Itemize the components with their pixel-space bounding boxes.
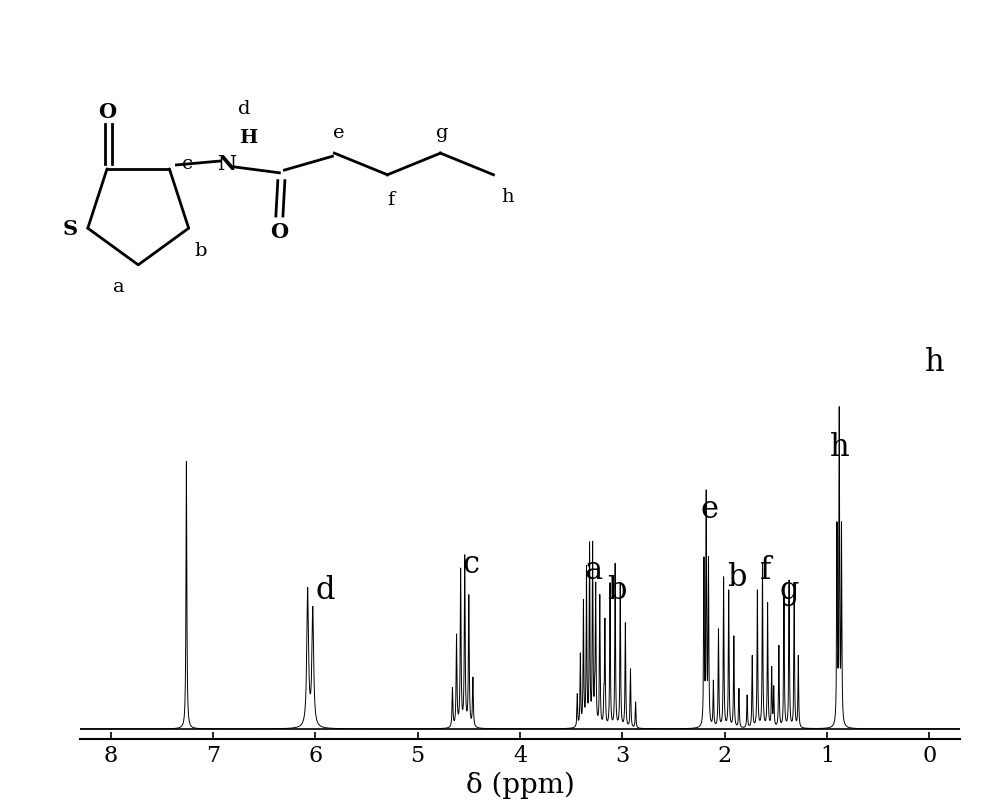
Text: c: c — [182, 155, 193, 173]
Text: S: S — [63, 219, 78, 238]
Text: e: e — [333, 124, 344, 141]
Text: g: g — [779, 574, 799, 605]
Text: h: h — [501, 188, 514, 206]
Text: a: a — [113, 278, 124, 296]
Text: a: a — [585, 555, 603, 585]
Text: d: d — [238, 100, 250, 118]
Text: h: h — [925, 346, 945, 377]
Text: e: e — [700, 493, 718, 524]
Text: g: g — [436, 124, 449, 141]
Text: d: d — [316, 574, 335, 605]
X-axis label: δ (ppm): δ (ppm) — [466, 771, 574, 798]
Text: N: N — [217, 154, 236, 173]
Text: b: b — [727, 561, 747, 593]
Text: f: f — [760, 555, 771, 585]
Text: H: H — [239, 129, 257, 147]
Text: c: c — [462, 548, 479, 579]
Text: O: O — [98, 102, 116, 122]
Text: h: h — [829, 431, 849, 462]
Text: f: f — [388, 191, 395, 209]
Text: b: b — [194, 242, 207, 259]
Text: O: O — [270, 222, 288, 241]
Text: b: b — [607, 574, 627, 605]
